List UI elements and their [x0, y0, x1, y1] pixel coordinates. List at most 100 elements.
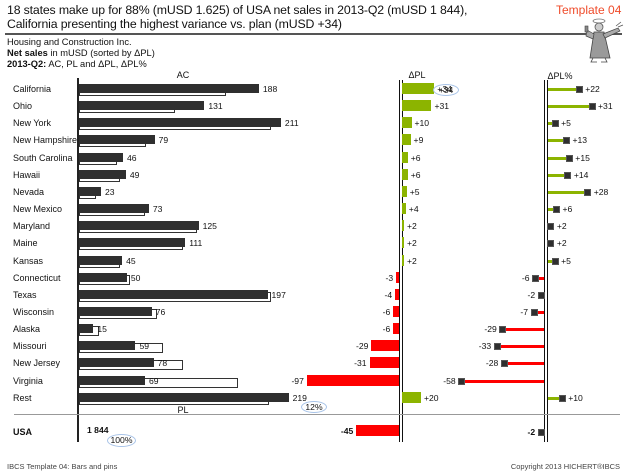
angel-figure-icon: [584, 18, 624, 63]
dpl-bar-positive: [402, 237, 404, 248]
dplp-pin-marker: [537, 292, 545, 299]
dplp-pin-marker: [553, 206, 561, 213]
dpl-value: +4: [408, 204, 419, 214]
dpl-bar-negative: [369, 357, 399, 368]
dplp-pin-marker: [565, 155, 573, 162]
dpl-bar-positive: [402, 100, 432, 111]
dplp-axis: [544, 80, 548, 442]
row-label: Wisconsin: [13, 307, 55, 317]
period-bold: 2013-Q2:: [7, 59, 47, 69]
period-rest: AC, PL and ΔPL, ΔPL%: [46, 59, 147, 69]
rest-share-badge: 12%: [301, 401, 327, 413]
ac-bar: [79, 307, 152, 316]
measure-line: Net sales in mUSD (sorted by ΔPL): [7, 48, 155, 59]
dpl-value: -6: [382, 307, 391, 317]
dplp-pin-positive: [548, 88, 580, 91]
dpl-value: -45: [340, 426, 354, 436]
dpl-value: +5: [409, 187, 420, 197]
dpl-value: +10: [414, 118, 430, 128]
dplp-value: -29: [484, 324, 497, 334]
dplp-pin-marker: [558, 395, 566, 402]
dpl-bar-positive: [402, 117, 412, 128]
row-label: Ohio: [13, 101, 33, 111]
page-title: 18 states make up for 88% (mUSD 1.625) o…: [7, 3, 467, 31]
row-label: Hawaii: [13, 170, 41, 180]
ac-value: 76: [155, 307, 166, 317]
ac-bar: [79, 393, 289, 402]
ac-value: 131: [208, 101, 223, 111]
template-tag: Template 04: [556, 3, 622, 17]
dplp-value: -6: [521, 273, 530, 283]
ac-value: 15: [97, 324, 107, 334]
dpl-bar-positive: [402, 255, 404, 266]
dplp-pin-marker: [584, 189, 592, 196]
dpl-value: +20: [424, 393, 439, 403]
dplp-value: +5: [561, 118, 571, 128]
company-name: Housing and Construction Inc.: [7, 37, 132, 47]
dplp-value: +15: [575, 153, 590, 163]
dplp-value: -28: [485, 358, 499, 368]
row-label: Connecticut: [13, 273, 61, 283]
ac-bar: [79, 153, 124, 162]
ac-value: 111: [189, 238, 203, 248]
ac-bar: [79, 101, 205, 110]
dplp-pin-negative: [502, 328, 544, 331]
dplp-value: +10: [568, 393, 583, 403]
dplp-pin-negative: [497, 345, 544, 348]
ac-bar: [79, 324, 94, 333]
row-label: Nevada: [13, 187, 45, 197]
title-line-1: 18 states make up for 88% (mUSD 1.625) o…: [7, 3, 468, 17]
dpl-value: -4: [384, 290, 393, 300]
dplp-value: -2: [527, 427, 536, 437]
ac-value: 211: [284, 118, 299, 128]
total-label: USA: [13, 427, 33, 437]
dplp-value: -58: [443, 376, 456, 386]
ac-value: 125: [202, 221, 217, 231]
dplp-pin-marker: [551, 120, 559, 127]
dplp-pin-marker: [575, 86, 583, 93]
row-label: Maryland: [13, 221, 51, 231]
column-header-ac: AC: [176, 70, 190, 80]
dplp-pin-marker: [458, 378, 466, 385]
dplp-value: +22: [585, 84, 600, 94]
row-label: Kansas: [13, 256, 44, 266]
row-label: Maine: [13, 238, 38, 248]
dplp-value: +2: [556, 221, 567, 231]
ac-axis: [77, 78, 79, 442]
dplp-pin-marker: [537, 429, 545, 436]
ac-bar: [79, 170, 126, 179]
dplp-pin-positive: [548, 260, 556, 263]
row-label: New York: [13, 118, 52, 128]
dpl-bar-positive: [402, 169, 408, 180]
dplp-pin-positive: [548, 208, 557, 211]
dpl-bar-positive: [402, 392, 421, 403]
dplp-value: +13: [572, 135, 588, 145]
dpl-value: +6: [410, 153, 421, 163]
total-share-badge: 100%: [107, 434, 136, 447]
dpl-value: -6: [382, 324, 391, 334]
dplp-pin-marker: [588, 103, 596, 110]
dplp-pin-negative: [504, 362, 544, 365]
ac-bar: [79, 187, 101, 196]
row-label: California: [13, 84, 52, 94]
ac-value: 49: [129, 170, 140, 180]
dpl-bar-positive: [402, 220, 404, 231]
dpl-bar-negative: [393, 323, 399, 334]
dplp-value: +14: [573, 170, 589, 180]
row-label: Virginia: [13, 376, 43, 386]
dplp-value: -7: [520, 307, 529, 317]
ac-bar: [79, 290, 268, 299]
dpl-value: +6: [410, 170, 421, 180]
dplp-value: +28: [593, 187, 609, 197]
ac-bar: [79, 204, 149, 213]
row-label: New Jersey: [13, 358, 61, 368]
column-header-dplp: ΔPL%: [547, 71, 573, 81]
total-separator: [14, 414, 620, 415]
ac-value: 50: [130, 273, 141, 283]
dplp-value: +31: [598, 101, 613, 111]
dplp-pin-positive: [548, 157, 570, 160]
dpl-bar-negative: [395, 289, 399, 300]
ac-value: 188: [262, 84, 278, 94]
dplp-pin-marker: [500, 360, 508, 367]
dpl-bar-negative: [356, 425, 399, 436]
